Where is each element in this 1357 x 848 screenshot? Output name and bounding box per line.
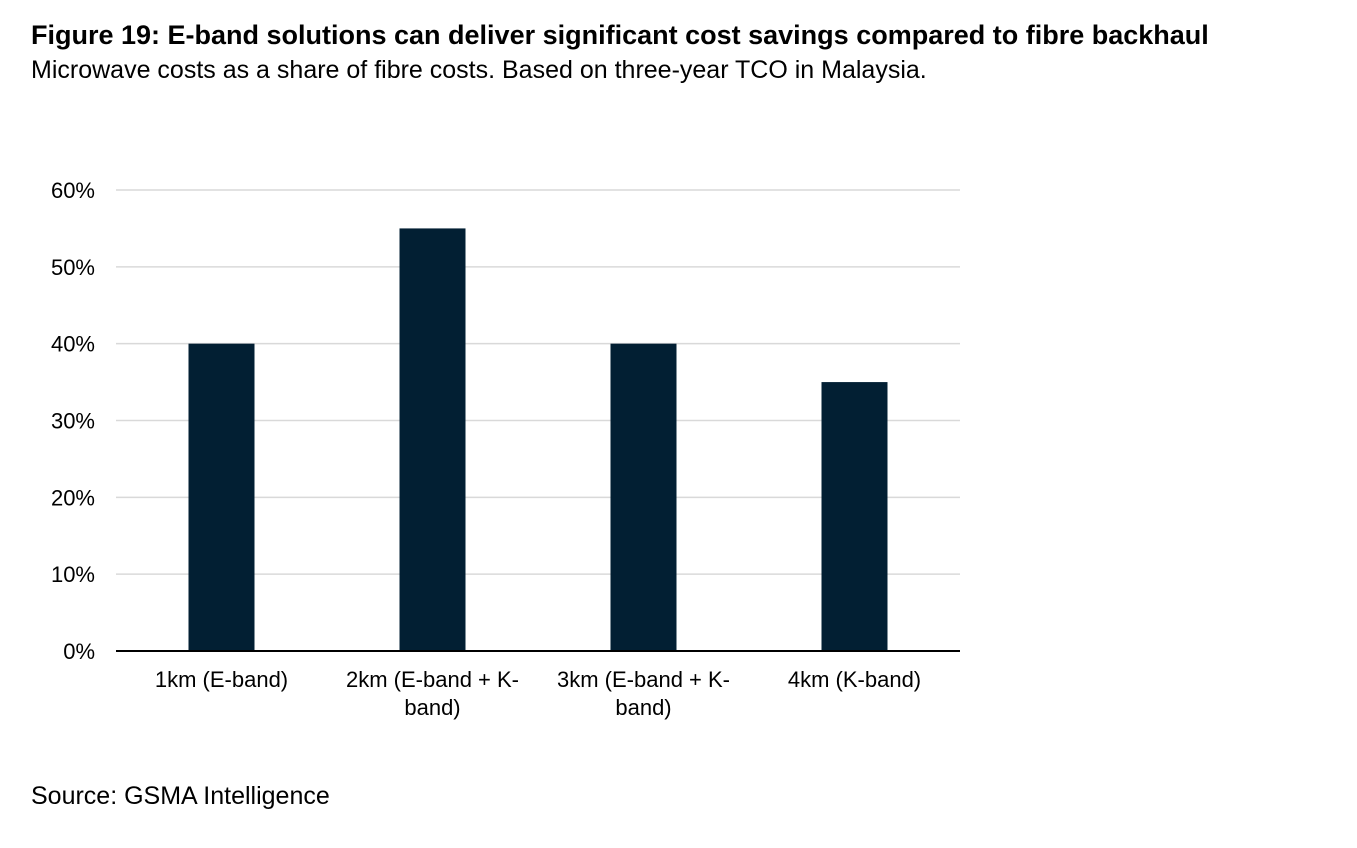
y-tick-label: 10% — [51, 562, 95, 587]
x-category-label: 2km (E-band + K- — [346, 667, 519, 692]
bar — [399, 228, 466, 651]
y-tick-label: 30% — [51, 409, 95, 434]
x-axis-category-labels: 1km (E-band) 2km (E-band + K-band) 3km (E-… — [155, 667, 921, 720]
y-tick-label: 20% — [51, 485, 95, 510]
figure-source: Source: GSMA Intelligence — [31, 782, 330, 810]
x-category-label: 4km (K-band) — [788, 667, 921, 692]
figure-title: Figure 19: E-band solutions can deliver … — [31, 20, 1209, 50]
y-tick-label: 40% — [51, 332, 95, 357]
figure-subtitle: Microwave costs as a share of fibre cost… — [31, 56, 927, 84]
y-axis-tick-labels: 0% 10% 20% 30% 40% 50% 60% — [51, 178, 95, 664]
x-category-label: 1km (E-band) — [155, 667, 288, 692]
y-tick-label: 0% — [63, 639, 95, 664]
bar — [188, 343, 255, 651]
bar — [610, 343, 677, 651]
y-tick-label: 50% — [51, 255, 95, 280]
x-category-label: band) — [615, 695, 671, 720]
gridlines — [116, 189, 960, 575]
x-category-label: 3km (E-band + K- — [557, 667, 730, 692]
bar — [821, 382, 888, 651]
y-tick-label: 60% — [51, 178, 95, 203]
bars — [188, 228, 888, 651]
x-category-label: band) — [404, 695, 460, 720]
